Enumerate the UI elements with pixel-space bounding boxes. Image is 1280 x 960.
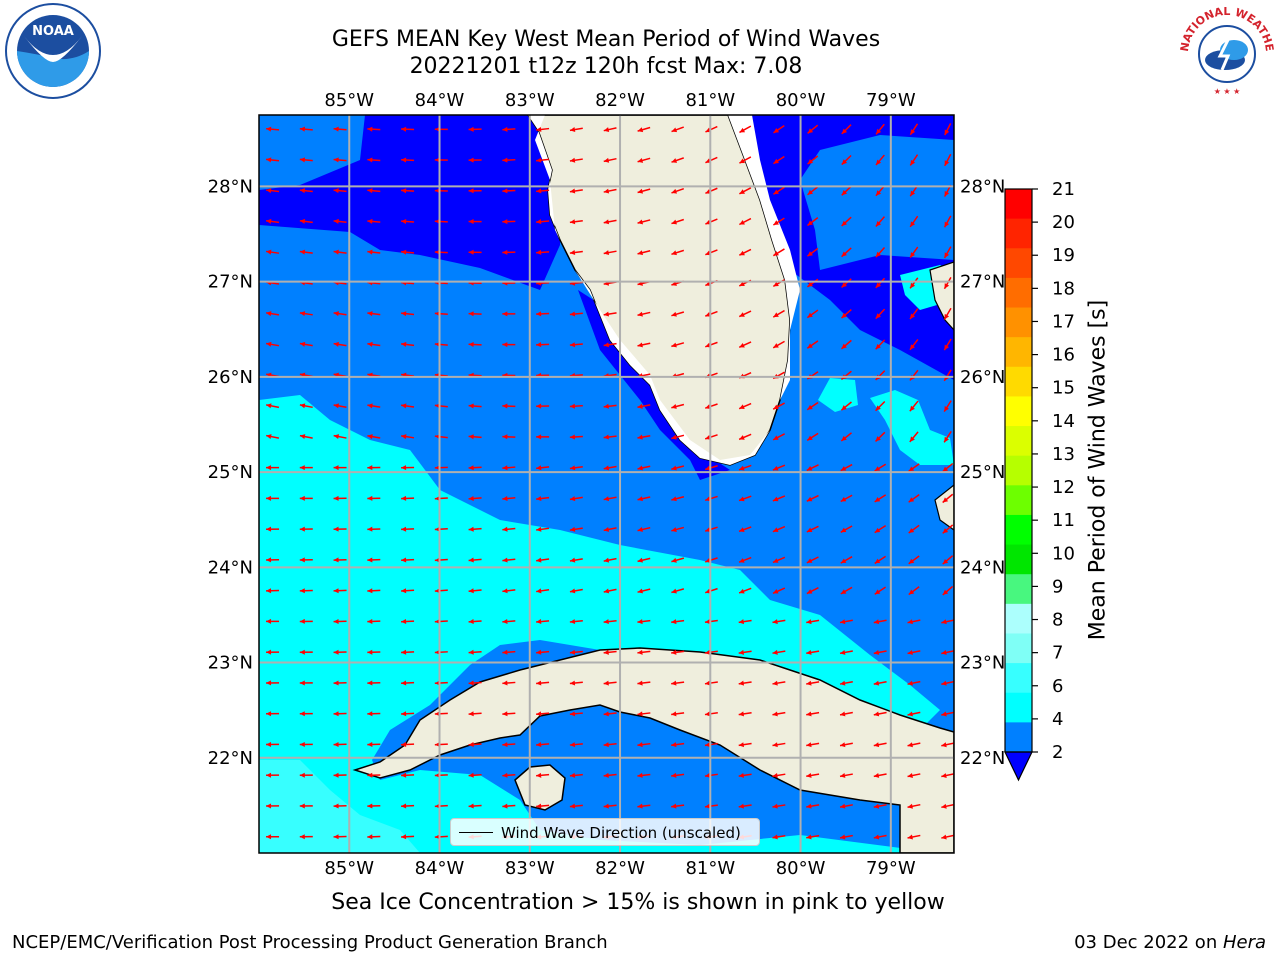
lon-label-top: 85°W [324, 90, 374, 111]
colorbar-segment [1005, 574, 1032, 604]
colorbar-tick-label: 17 [1052, 311, 1075, 332]
colorbar-segment [1005, 456, 1032, 486]
colorbar-segment [1005, 663, 1032, 693]
footer-date-text: 03 Dec 2022 on [1074, 932, 1223, 953]
colorbar-tick-label: 8 [1052, 610, 1063, 631]
lat-label-right: 27°N [960, 272, 1005, 293]
colorbar-tick-label: 13 [1052, 444, 1075, 465]
lon-label-bottom: 81°W [685, 858, 735, 879]
legend-label: Wind Wave Direction (unscaled) [501, 819, 741, 847]
lat-label-right: 24°N [960, 557, 1005, 578]
lon-label-top: 83°W [505, 90, 555, 111]
lat-label-left: 25°N [208, 462, 253, 483]
lat-labels-left: 28°N 27°N 26°N 25°N 24°N 23°N 22°N [208, 176, 253, 768]
lat-label-left: 24°N [208, 557, 253, 578]
colorbar-tick-label: 4 [1052, 709, 1063, 730]
colorbar-segment [1005, 219, 1032, 249]
lon-label-bottom: 85°W [324, 858, 374, 879]
lon-label-top: 80°W [776, 90, 826, 111]
lon-label-bottom: 84°W [415, 858, 465, 879]
colorbar-tick-label: 16 [1052, 345, 1075, 366]
lon-label-bottom: 82°W [595, 858, 645, 879]
lat-label-left: 26°N [208, 367, 253, 388]
lon-labels-bottom: 85°W 84°W 83°W 82°W 81°W 80°W 79°W [324, 858, 915, 879]
colorbar-segment [1005, 545, 1032, 575]
colorbar-segment [1005, 396, 1032, 426]
lat-labels-right: 28°N 27°N 26°N 25°N 24°N 23°N 22°N [960, 176, 1005, 768]
colorbar-tick-label: 18 [1052, 278, 1075, 299]
legend-line-swatch [459, 832, 493, 833]
footer-branch: NCEP/EMC/Verification Post Processing Pr… [12, 932, 608, 953]
colorbar-label: Mean Period of Wind Waves [s] [1086, 300, 1111, 640]
colorbar-tick-label: 14 [1052, 411, 1075, 432]
lat-label-right: 22°N [960, 748, 1005, 769]
colorbar-tick-label: 19 [1052, 245, 1075, 266]
colorbar-tick-label: 11 [1052, 510, 1075, 531]
lon-label-top: 81°W [685, 90, 735, 111]
colorbar-segment [1005, 278, 1032, 308]
colorbar-segment [1005, 722, 1032, 752]
lat-label-right: 28°N [960, 176, 1005, 197]
colorbar-tick-label: 2 [1052, 742, 1063, 763]
colorbar-segment [1005, 633, 1032, 663]
lat-label-right: 23°N [960, 653, 1005, 674]
colorbar: 21 20 19 18 17 16 15 14 13 12 11 10 9 8 7 6 4 2 [1005, 179, 1075, 780]
colorbar-segment [1005, 485, 1032, 515]
colorbar-segment [1005, 337, 1032, 367]
footer-machine: Hera [1223, 932, 1266, 953]
colorbar-segment [1005, 308, 1032, 338]
colorbar-segment [1005, 248, 1032, 278]
colorbar-segment [1005, 189, 1032, 219]
lat-label-left: 28°N [208, 176, 253, 197]
lon-label-bottom: 80°W [776, 858, 826, 879]
colorbar-tick-label: 9 [1052, 576, 1063, 597]
colorbar-under-triangle [1005, 752, 1032, 780]
lat-label-left: 27°N [208, 272, 253, 293]
map-legend: Wind Wave Direction (unscaled) [450, 818, 760, 846]
lon-label-bottom: 83°W [505, 858, 555, 879]
lon-label-bottom: 79°W [866, 858, 916, 879]
lat-label-left: 23°N [208, 653, 253, 674]
sea-ice-note: Sea Ice Concentration > 15% is shown in … [258, 890, 1018, 915]
colorbar-tick-label: 12 [1052, 477, 1075, 498]
lat-label-left: 22°N [208, 748, 253, 769]
colorbar-segment [1005, 426, 1032, 456]
colorbar-segment [1005, 367, 1032, 397]
colorbar-tick-label: 6 [1052, 676, 1063, 697]
colorbar-segment [1005, 515, 1032, 545]
colorbar-tick-label: 21 [1052, 179, 1075, 200]
colorbar-tick-label: 20 [1052, 212, 1075, 233]
colorbar-tick-label: 7 [1052, 643, 1063, 664]
lon-label-top: 82°W [595, 90, 645, 111]
footer-date: 03 Dec 2022 on Hera [1074, 932, 1266, 953]
lat-label-right: 25°N [960, 462, 1005, 483]
lon-label-top: 84°W [415, 90, 465, 111]
colorbar-segment [1005, 693, 1032, 723]
colorbar-segment [1005, 604, 1032, 634]
lon-labels-top: 85°W 84°W 83°W 82°W 81°W 80°W 79°W [324, 90, 915, 111]
colorbar-tick-label: 15 [1052, 378, 1075, 399]
lon-label-top: 79°W [866, 90, 916, 111]
colorbar-tick-label: 10 [1052, 543, 1075, 564]
lat-label-right: 26°N [960, 367, 1005, 388]
